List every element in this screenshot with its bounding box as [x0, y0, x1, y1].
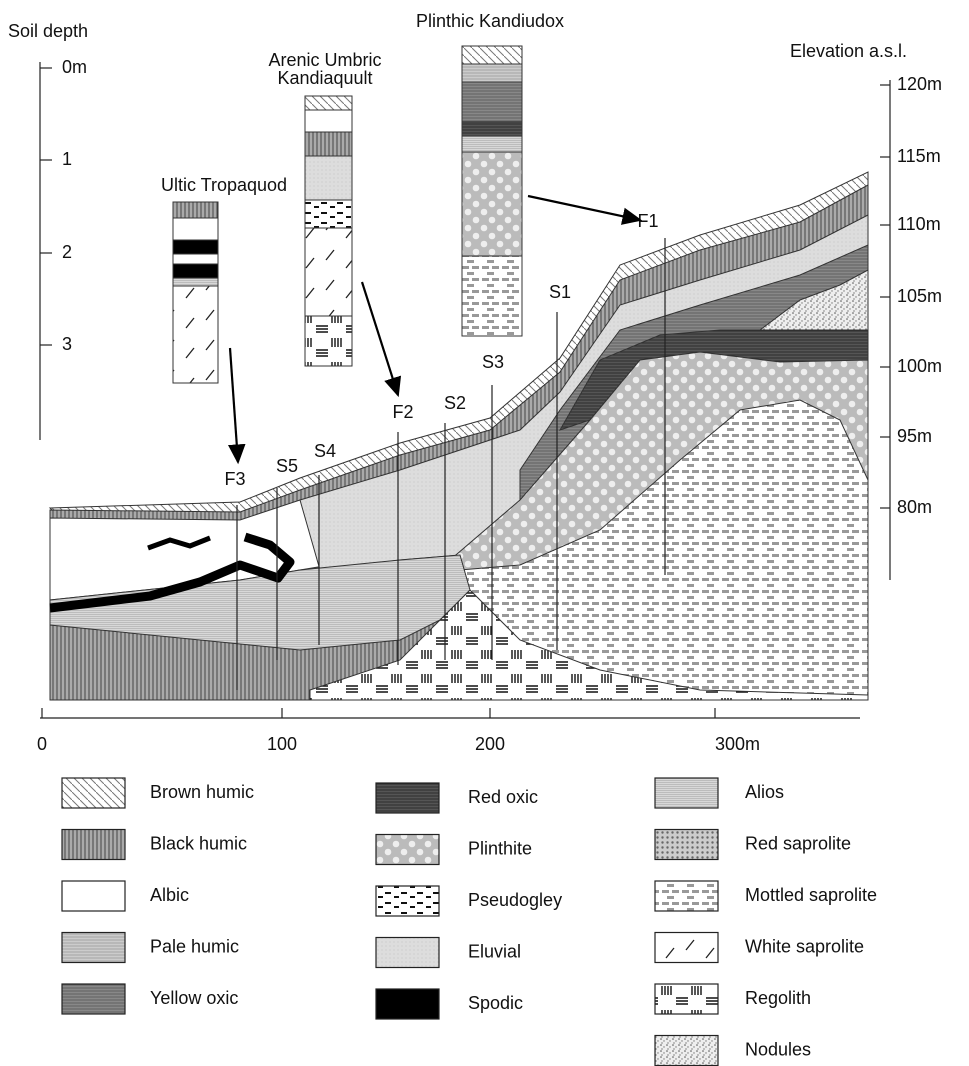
legend-label: Yellow oxic	[150, 988, 238, 1008]
profile-ultic	[173, 202, 218, 383]
horizon	[462, 256, 522, 336]
elevation-tick-label: 80m	[897, 497, 932, 517]
depth-tick-label: 1	[62, 149, 72, 169]
horizon	[305, 132, 352, 156]
legend-label: Spodic	[468, 993, 523, 1013]
distance-ticks: 0 100 200 300m	[37, 708, 760, 754]
horizon	[462, 82, 522, 122]
legend-swatch	[655, 830, 718, 860]
elevation-tick-label: 110m	[897, 214, 941, 234]
site-label: S1	[549, 282, 571, 302]
horizon	[462, 122, 522, 136]
legend-swatch	[655, 778, 718, 808]
legend-label: Red oxic	[468, 787, 538, 807]
site-label: S2	[444, 393, 466, 413]
horizon	[462, 46, 522, 64]
depth-tick-label: 3	[62, 334, 72, 354]
legend-label: Pseudogley	[468, 890, 562, 910]
legend-swatch	[62, 778, 125, 808]
horizon	[173, 254, 218, 264]
site-label: S5	[276, 456, 298, 476]
legend-label: Black humic	[150, 833, 247, 853]
profile-name: Plinthic Kandiudox	[416, 11, 564, 31]
legend-swatch	[62, 881, 125, 911]
horizon	[305, 156, 352, 200]
elevation-tick-label: 100m	[897, 356, 942, 376]
horizon	[462, 136, 522, 152]
legend-swatch	[62, 830, 125, 860]
legend-swatch	[62, 933, 125, 963]
elevation-tick-label: 120m	[897, 74, 942, 94]
profile-name: Kandiaquult	[277, 68, 372, 88]
legend-swatch	[376, 783, 439, 813]
legend-label: White saprolite	[745, 936, 864, 956]
profile-name: Arenic Umbric	[268, 50, 381, 70]
distance-tick-label: 200	[475, 734, 505, 754]
legend-swatch	[376, 886, 439, 916]
distance-tick-label: 100	[267, 734, 297, 754]
horizon	[462, 64, 522, 82]
depth-axis-title: Soil depth	[8, 21, 88, 41]
legend-swatch	[655, 1036, 718, 1066]
horizon	[462, 152, 522, 256]
horizon	[173, 202, 218, 218]
legend-label: Plinthite	[468, 838, 532, 858]
elevation-tick-label: 115m	[897, 146, 941, 166]
profile-arenic	[305, 96, 352, 366]
arrow	[362, 282, 398, 395]
legend-label: Mottled saprolite	[745, 885, 877, 905]
soil-diagram: F3 S5 S4 F2 S2 S3 S1 F1 Ultic Tropaquod …	[0, 0, 969, 1066]
horizon	[173, 218, 218, 240]
horizon	[305, 96, 352, 110]
legend-swatch	[655, 933, 718, 963]
horizon	[305, 110, 352, 132]
site-label: F2	[392, 402, 413, 422]
profile-columns	[173, 46, 522, 383]
horizon	[173, 278, 218, 286]
horizon	[305, 228, 352, 316]
horizon	[305, 316, 352, 366]
legend-label: Red saprolite	[745, 833, 851, 853]
site-label: F1	[637, 211, 658, 231]
horizon	[305, 200, 352, 228]
legend-swatch	[376, 938, 439, 968]
legend-label: Pale humic	[150, 936, 239, 956]
arrow	[528, 196, 640, 220]
legend-swatch	[655, 984, 718, 1014]
legend: Brown humic Black humic Albic Pale humic Yel…	[62, 778, 877, 1066]
elevation-ticks: 120m 115m 110m 105m 100m 95m 80m	[880, 74, 942, 517]
legend-label: Brown humic	[150, 782, 254, 802]
profile-plinthic	[462, 46, 522, 336]
legend-label: Albic	[150, 885, 189, 905]
depth-ticks: 0m 1 2 3	[40, 57, 87, 354]
legend-label: Alios	[745, 782, 784, 802]
depth-tick-label: 0m	[62, 57, 87, 77]
depth-tick-label: 2	[62, 242, 72, 262]
legend-label: Nodules	[745, 1039, 811, 1059]
elevation-tick-label: 95m	[897, 426, 932, 446]
site-label: S3	[482, 352, 504, 372]
legend-swatch	[376, 989, 439, 1019]
horizon	[173, 286, 218, 383]
arrow	[230, 348, 238, 462]
distance-tick-label: 300m	[715, 734, 760, 754]
site-label: S4	[314, 441, 336, 461]
legend-label: Eluvial	[468, 941, 521, 961]
legend-swatch	[62, 984, 125, 1014]
horizon	[173, 264, 218, 278]
legend-swatch	[376, 835, 439, 865]
legend-swatch	[655, 881, 718, 911]
site-label: F3	[224, 469, 245, 489]
horizon	[173, 240, 218, 254]
elevation-tick-label: 105m	[897, 286, 942, 306]
elevation-axis-title: Elevation a.s.l.	[790, 41, 907, 61]
distance-tick-label: 0	[37, 734, 47, 754]
profile-name: Ultic Tropaquod	[161, 175, 287, 195]
legend-label: Regolith	[745, 988, 811, 1008]
